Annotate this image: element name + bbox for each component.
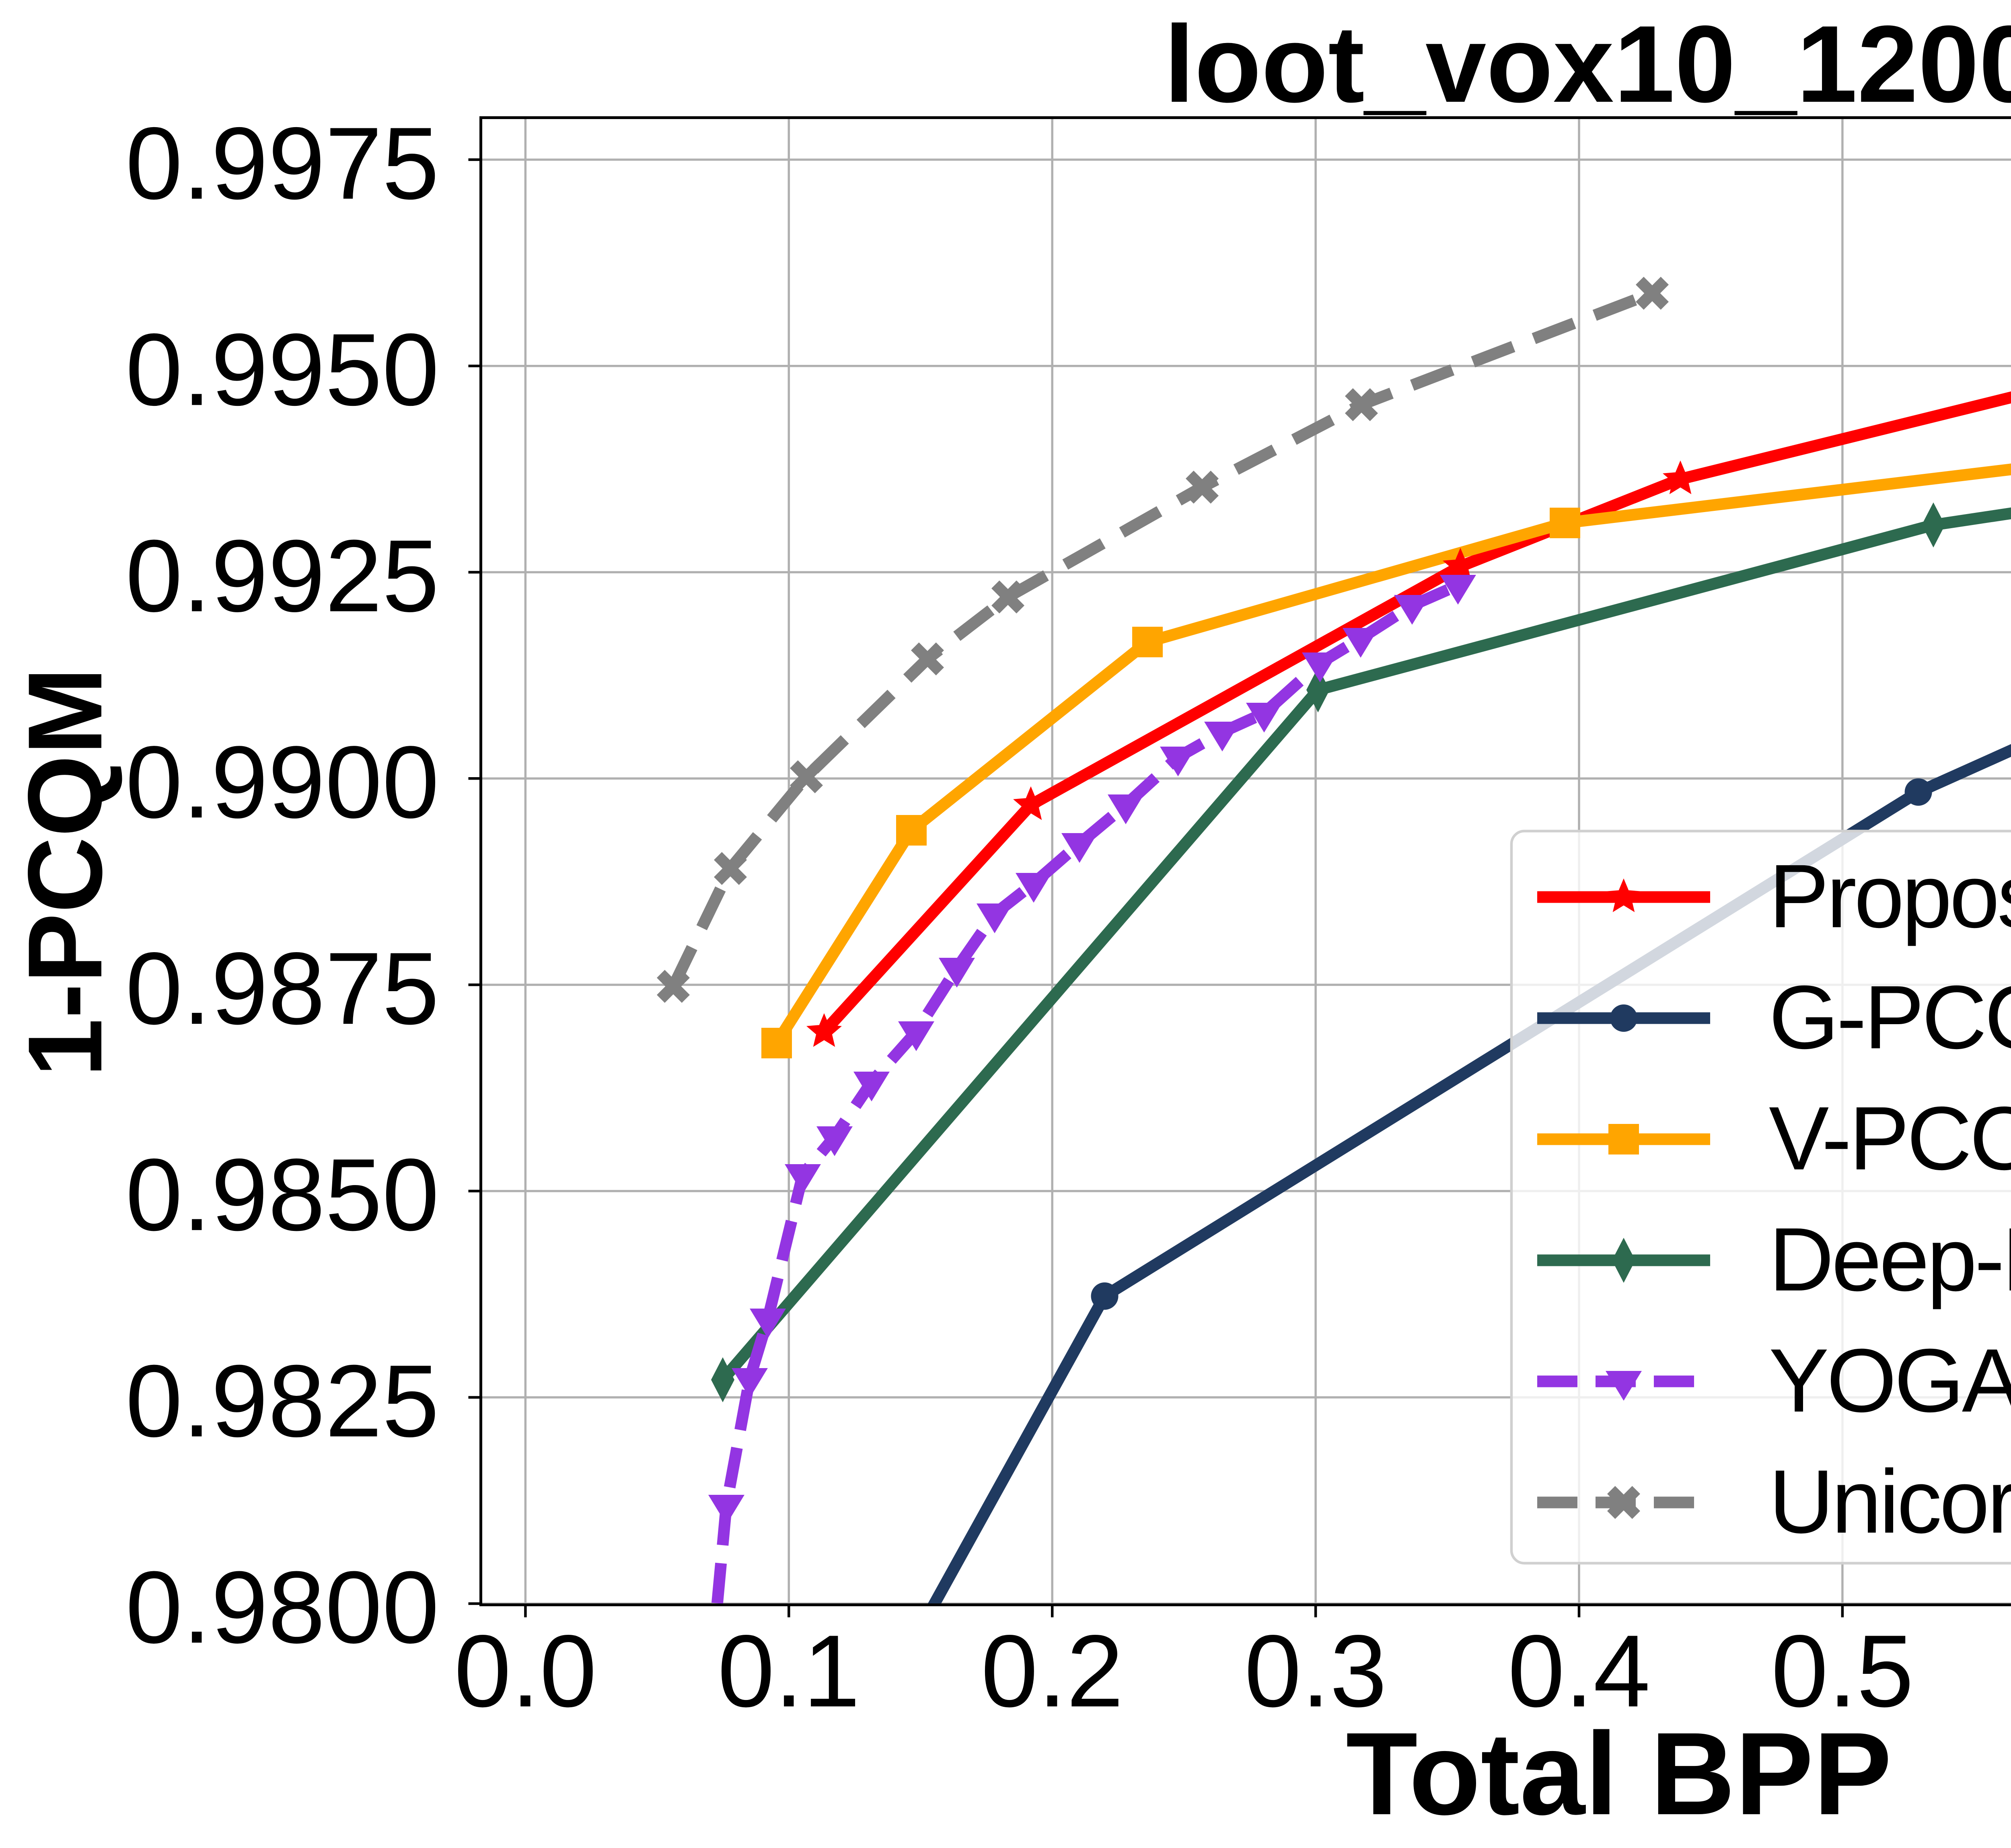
svg-text:V-PCCv22: V-PCCv22 [1769, 1088, 2011, 1189]
svg-text:0.4: 0.4 [1508, 1614, 1651, 1729]
svg-text:Total BPP: Total BPP [1346, 1708, 1892, 1839]
svg-text:Deep-PCC: Deep-PCC [1769, 1209, 2011, 1310]
svg-text:Unicorn: Unicorn [1769, 1451, 2011, 1552]
svg-text:0.1: 0.1 [718, 1614, 860, 1729]
svg-text:0.9900: 0.9900 [125, 725, 439, 840]
svg-text:0.5: 0.5 [1771, 1614, 1914, 1729]
svg-text:0.9975: 0.9975 [125, 106, 439, 221]
svg-text:0.9825: 0.9825 [125, 1344, 439, 1459]
svg-text:0.9875: 0.9875 [125, 931, 439, 1046]
svg-text:0.9950: 0.9950 [125, 313, 439, 427]
svg-text:1-PCQM: 1-PCQM [6, 667, 124, 1077]
svg-text:YOGA: YOGA [1769, 1330, 2011, 1431]
svg-text:Proposed (MEGA-PCC): Proposed (MEGA-PCC) [1769, 846, 2011, 947]
svg-text:0.9925: 0.9925 [125, 519, 439, 634]
svg-text:0.9850: 0.9850 [125, 1138, 439, 1252]
svg-text:0.3: 0.3 [1244, 1614, 1387, 1729]
svg-text:0.2: 0.2 [981, 1614, 1124, 1729]
svg-text:0.9800: 0.9800 [125, 1550, 439, 1665]
svg-text:loot_vox10_1200: loot_vox10_1200 [1164, 3, 2011, 125]
svg-text:0.0: 0.0 [454, 1614, 597, 1729]
svg-text:G-PCCv23: G-PCCv23 [1769, 967, 2011, 1068]
